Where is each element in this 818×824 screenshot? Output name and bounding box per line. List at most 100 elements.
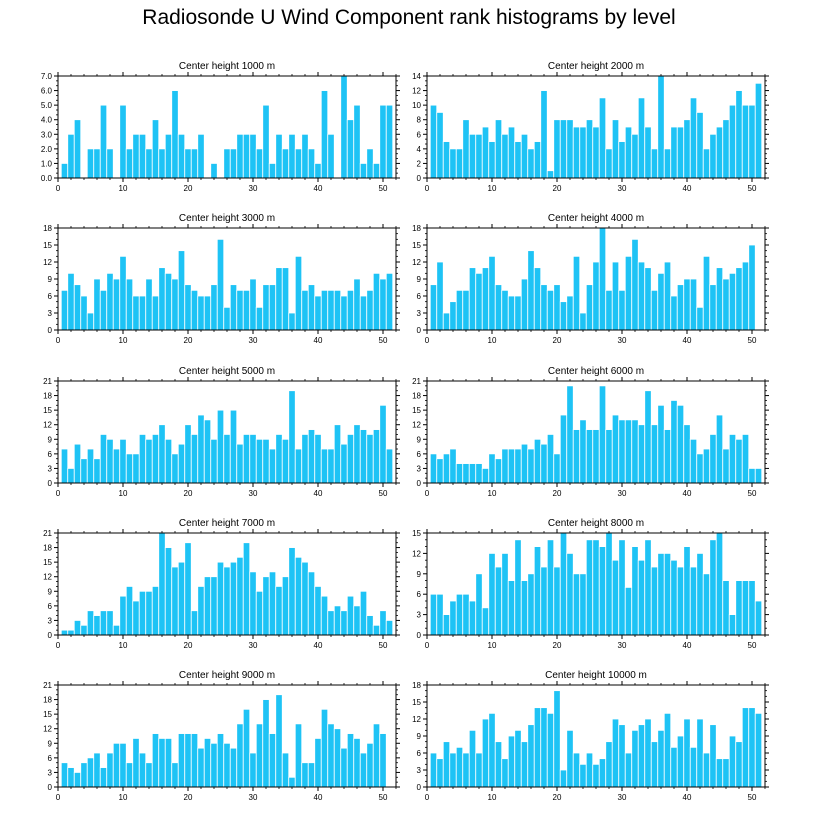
y-tick-label: 15: [412, 529, 421, 538]
bar: [702, 255, 711, 331]
x-tick-label: 10: [488, 641, 497, 650]
y-tick-label: 6.0: [41, 87, 53, 96]
bar: [670, 400, 678, 484]
bar: [540, 707, 548, 788]
y-tick-label: 3: [417, 611, 422, 620]
bar: [112, 742, 121, 788]
bar: [494, 566, 503, 636]
bar: [754, 600, 763, 636]
bar: [598, 546, 607, 636]
bar: [190, 434, 199, 484]
bar: [507, 126, 516, 179]
x-tick-label: 40: [314, 793, 323, 802]
bar: [229, 284, 238, 331]
x-tick-label: 10: [488, 793, 497, 802]
y-tick-label: 0: [48, 479, 53, 488]
bar: [125, 148, 134, 179]
y-tick-label: 14: [412, 72, 421, 81]
bar: [462, 289, 470, 331]
bar: [488, 453, 496, 484]
bar: [119, 595, 127, 636]
bar: [553, 119, 561, 179]
bar: [372, 723, 381, 788]
bar: [715, 758, 724, 788]
bar: [728, 434, 737, 484]
bar: [60, 289, 69, 331]
bar: [164, 438, 173, 484]
bar: [566, 295, 574, 331]
x-tick-label: 10: [488, 184, 497, 193]
bar: [546, 289, 555, 331]
bar: [553, 690, 561, 788]
bar: [696, 453, 704, 484]
bar: [262, 284, 270, 331]
bar: [670, 746, 678, 788]
panel-title: Center height 7000 m: [179, 518, 275, 529]
y-tick-label: 9: [417, 275, 422, 284]
bar: [579, 312, 587, 331]
bar: [592, 126, 600, 179]
bar: [585, 752, 594, 788]
bar: [631, 546, 639, 636]
x-tick-label: 10: [488, 336, 497, 345]
bar: [748, 707, 756, 788]
y-tick-label: 9: [417, 570, 422, 579]
bar: [520, 133, 529, 179]
bar: [442, 453, 451, 484]
bar: [449, 148, 457, 179]
bar: [429, 453, 438, 484]
panel-title: Center height 10000 m: [545, 670, 647, 681]
y-tick-label: 18: [412, 681, 421, 690]
bar: [203, 576, 212, 636]
bar: [333, 605, 342, 636]
bar: [585, 429, 594, 484]
panel-title: Center height 9000 m: [179, 670, 275, 681]
bar: [288, 312, 296, 331]
x-tick-label: 20: [184, 184, 193, 193]
bar: [93, 615, 101, 636]
y-tick-label: 3: [48, 464, 53, 473]
bar: [514, 448, 522, 484]
bar: [644, 126, 652, 179]
bar: [80, 762, 88, 788]
bar: [436, 593, 444, 636]
bar: [592, 261, 600, 331]
bar: [553, 284, 561, 331]
y-tick-label: 5.0: [41, 101, 53, 110]
bar: [294, 255, 303, 331]
bar: [294, 723, 303, 788]
bar: [242, 434, 251, 484]
bar: [754, 712, 763, 788]
y-tick-label: 15: [43, 406, 52, 415]
bar: [533, 438, 542, 484]
x-tick-label: 30: [618, 489, 627, 498]
bar: [501, 289, 509, 331]
x-tick-label: 30: [618, 793, 627, 802]
y-tick-label: 6: [417, 590, 422, 599]
bar: [741, 104, 750, 179]
bar: [481, 267, 490, 331]
x-tick-label: 20: [184, 793, 193, 802]
y-tick-label: 1.0: [41, 159, 53, 168]
bar: [223, 148, 231, 179]
bar: [171, 278, 179, 331]
bar: [520, 443, 529, 484]
x-tick-label: 0: [425, 184, 430, 193]
bar: [702, 448, 711, 484]
bar: [320, 90, 329, 179]
bar: [229, 747, 238, 788]
bar: [709, 724, 717, 788]
bar: [366, 289, 374, 331]
bar: [80, 295, 88, 331]
bar: [507, 448, 516, 484]
bar: [197, 133, 205, 179]
x-tick-label: 30: [618, 184, 627, 193]
y-tick-label: 12: [43, 421, 52, 430]
y-tick-label: 18: [43, 696, 52, 705]
bar: [249, 752, 257, 788]
y-tick-label: 18: [43, 392, 52, 401]
bar: [177, 443, 186, 484]
bar: [598, 385, 607, 484]
x-tick-label: 20: [553, 184, 562, 193]
bar: [514, 141, 522, 179]
